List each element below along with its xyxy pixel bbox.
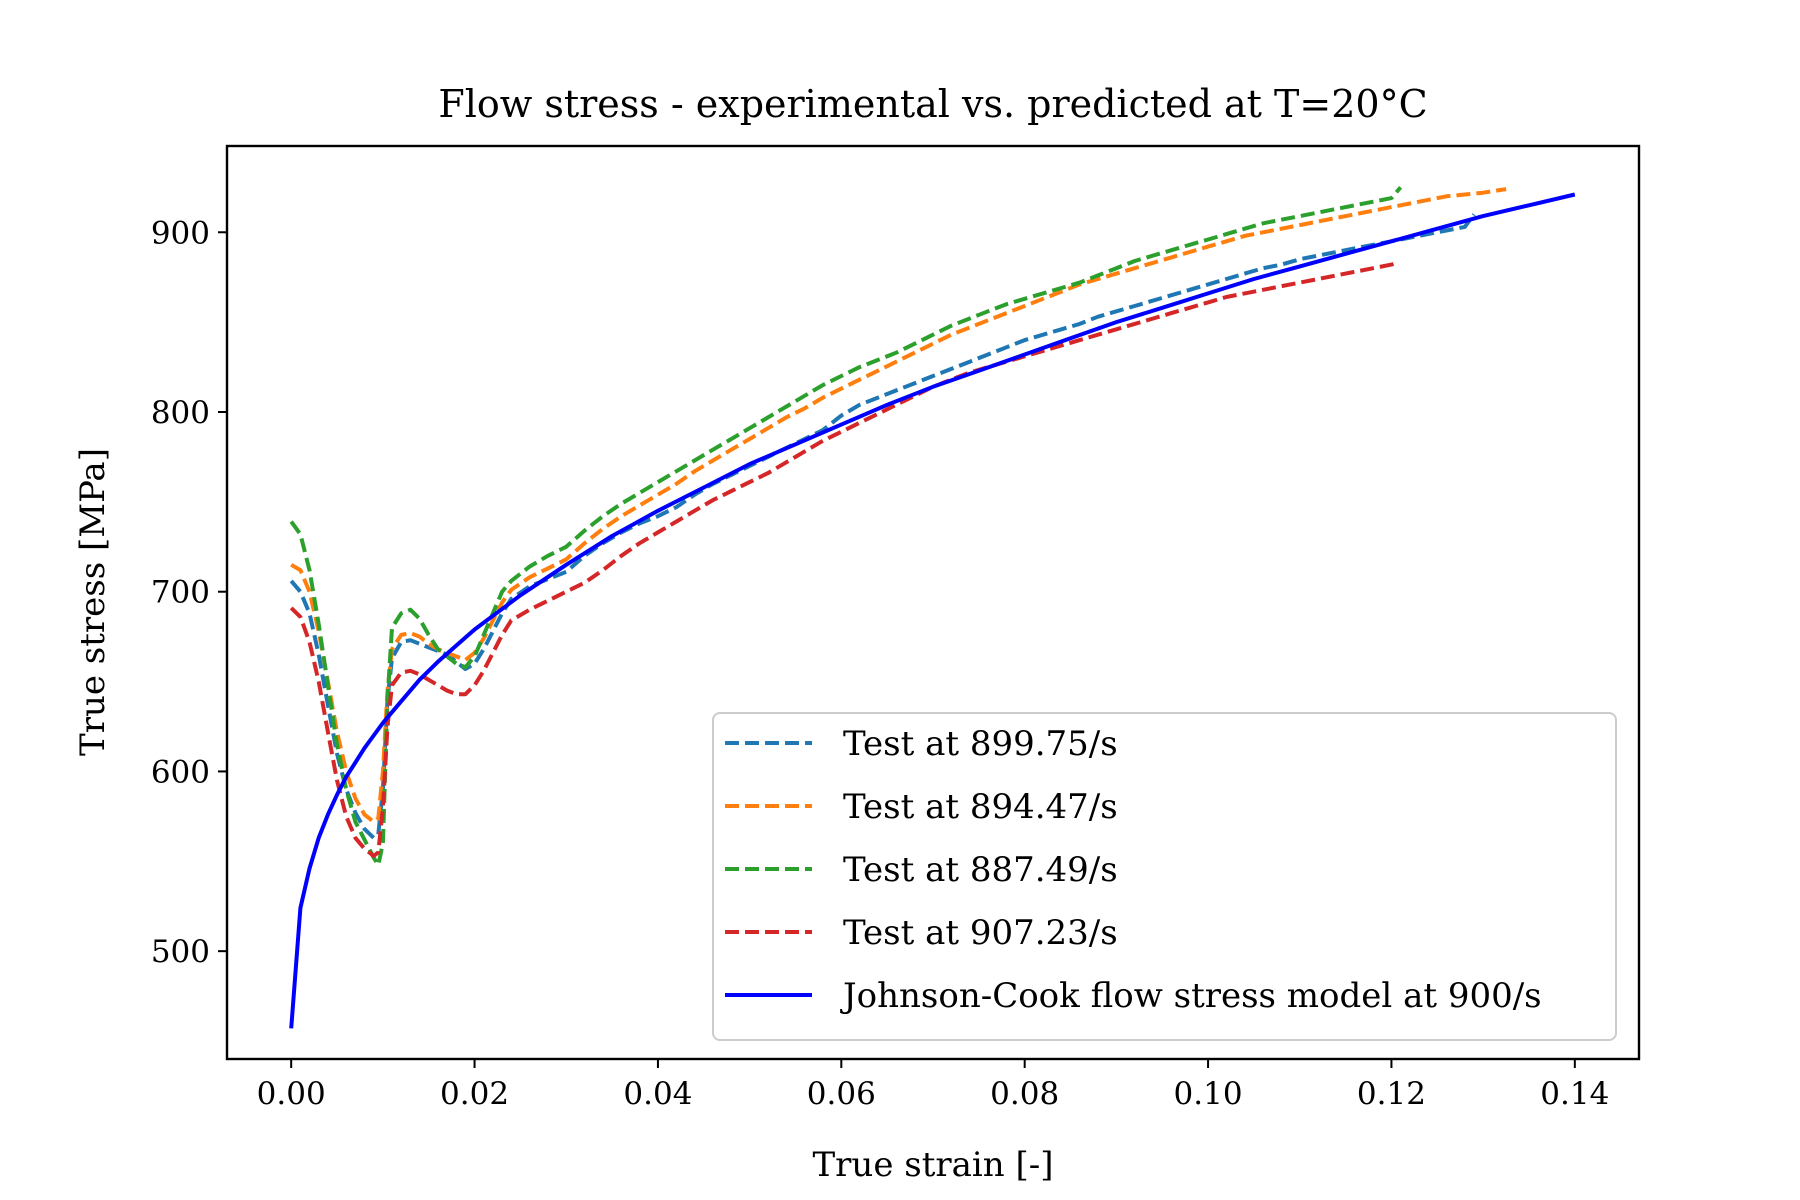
legend-items: Test at 899.75/s Test at 894.47/s Test at … xyxy=(725,724,1542,1016)
legend-label-test-at-887-49-s: Test at 887.49/s xyxy=(843,850,1118,890)
x-tick-label: 0.12 xyxy=(1357,1076,1426,1112)
y-tick-label: 600 xyxy=(151,754,210,790)
legend-label-test-at-894-47-s: Test at 894.47/s xyxy=(843,787,1118,827)
x-tick-label: 0.00 xyxy=(257,1076,326,1112)
x-axis-label: True strain [-] xyxy=(813,1145,1054,1185)
x-tick-label: 0.10 xyxy=(1174,1076,1243,1112)
legend: Test at 899.75/s Test at 894.47/s Test at … xyxy=(712,712,1617,1041)
x-tick-label: 0.04 xyxy=(623,1076,692,1112)
legend-box xyxy=(712,712,1617,1041)
y-axis-label: True stress [MPa] xyxy=(73,448,113,756)
y-axis-ticks: 500 600 700 800 900 xyxy=(151,215,227,970)
x-tick-label: 0.06 xyxy=(807,1076,876,1112)
x-tick-label: 0.08 xyxy=(990,1076,1059,1112)
x-tick-label: 0.02 xyxy=(440,1076,509,1112)
y-tick-label: 500 xyxy=(151,934,210,970)
legend-label-johnson-cook-flow-stress-model-at-900-s: Johnson-Cook flow stress model at 900/s xyxy=(840,976,1542,1016)
y-tick-label: 800 xyxy=(151,395,210,431)
y-tick-label: 700 xyxy=(151,575,210,611)
chart-title: Flow stress - experimental vs. predicted… xyxy=(438,82,1427,126)
series-line-johnson-cook-flow-stress-model-at-900-s xyxy=(289,192,1576,1029)
x-tick-label: 0.14 xyxy=(1540,1076,1609,1112)
y-tick-label: 900 xyxy=(151,215,210,251)
x-axis-ticks: 0.00 0.02 0.04 0.06 0.08 0.10 0.12 0.14 xyxy=(257,1059,1609,1112)
series-line-test-at-894-47-s xyxy=(290,187,1507,824)
legend-label-test-at-899-75-s: Test at 899.75/s xyxy=(843,724,1118,764)
legend-label-test-at-907-23-s: Test at 907.23/s xyxy=(843,913,1118,953)
series-layer xyxy=(289,186,1576,1029)
plot-frame xyxy=(225,144,1641,1061)
